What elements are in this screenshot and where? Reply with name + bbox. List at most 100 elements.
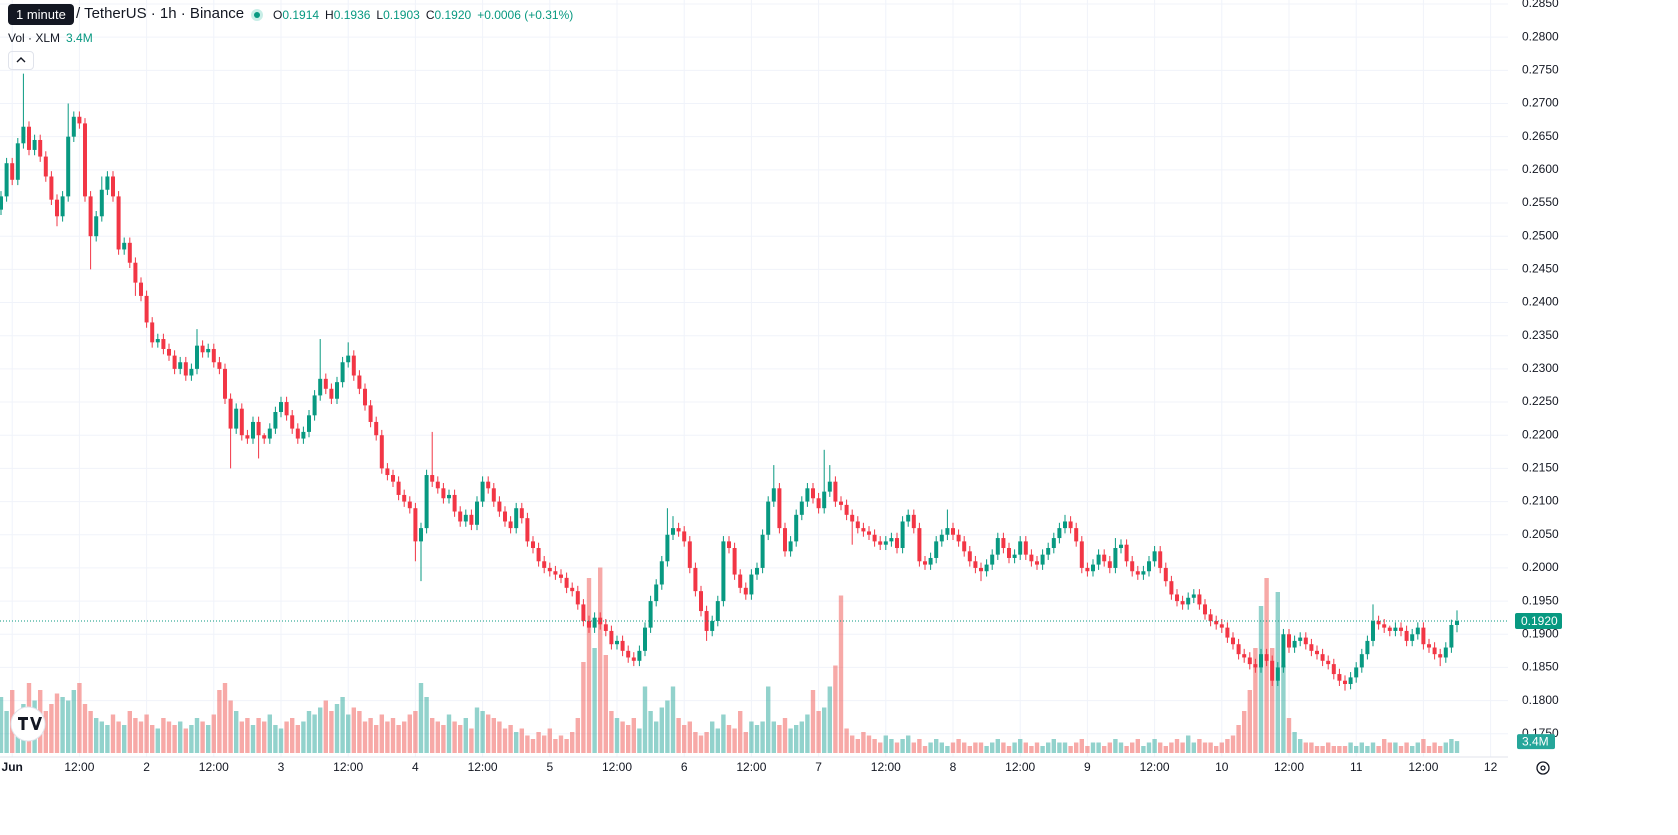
candle-body [312, 395, 317, 416]
candle-body [323, 378, 328, 389]
candle-body [1337, 674, 1342, 681]
candle-body [1259, 654, 1263, 668]
candle-body [206, 348, 211, 353]
candle-body [934, 541, 939, 558]
status-dot [251, 9, 263, 21]
volume-bar [1152, 739, 1157, 753]
volume-legend: Vol · XLM 3.4M [8, 31, 93, 45]
collapse-button[interactable] [8, 51, 34, 70]
volume-bar [239, 721, 244, 753]
volume-bar [88, 711, 93, 753]
volume-bar [228, 700, 233, 753]
candle-body [1051, 538, 1056, 549]
volume-bar [850, 735, 855, 753]
y-tick-label: 0.2550 [1522, 195, 1559, 209]
candle-body [1354, 667, 1359, 678]
y-tick-label: 0.1900 [1522, 626, 1559, 640]
y-tick-label: 0.2850 [1522, 0, 1559, 10]
ohlc-value: 0.1920 [434, 8, 472, 22]
candle-body [906, 514, 911, 522]
volume-bar [911, 742, 916, 753]
volume-bar [1051, 739, 1056, 753]
y-tick-label: 0.2100 [1522, 494, 1559, 508]
candle-body [1102, 554, 1107, 562]
volume-bar [1286, 718, 1292, 753]
volume-bar [1432, 742, 1437, 753]
volume-bar [138, 721, 144, 753]
y-tick-label: 0.2450 [1522, 262, 1559, 276]
y-tick-label: 0.2600 [1522, 162, 1559, 176]
volume-bar [161, 718, 166, 753]
candle-body [1231, 637, 1235, 645]
candle-body [676, 528, 681, 532]
volume-bar [43, 711, 48, 753]
volume-bar [934, 739, 939, 753]
y-tick-label: 0.1950 [1522, 593, 1559, 607]
x-tick-label: 12:00 [1140, 760, 1170, 774]
candle-body [441, 488, 446, 499]
x-tick-label: 7 [815, 760, 822, 774]
candle-body [1343, 680, 1347, 685]
candle-body [66, 136, 71, 197]
volume-bar [631, 718, 636, 753]
candle-body [721, 541, 726, 602]
volume-bar [878, 742, 883, 753]
volume-bar [362, 721, 368, 753]
candle-body [32, 139, 37, 150]
volume-bar [738, 711, 743, 753]
volume-bar [256, 718, 261, 753]
volume-bar [222, 683, 228, 753]
candle-body [1023, 541, 1028, 555]
candle-body [368, 405, 373, 422]
candle-body [659, 561, 664, 585]
volume-bar [301, 721, 306, 753]
candle-body [183, 362, 188, 376]
candle-body [189, 368, 194, 376]
volume-bar [1102, 746, 1107, 753]
volume-bar [54, 693, 60, 753]
ohlc-key: L [376, 8, 384, 22]
candle-body [1079, 541, 1084, 568]
candle-body [340, 362, 345, 383]
candle-body [1158, 551, 1163, 568]
x-tick-label: 4 [412, 760, 419, 774]
candle-body [749, 574, 754, 595]
volume-bar [833, 665, 838, 753]
volume-bar [1029, 746, 1034, 753]
volume-bar [1214, 746, 1219, 753]
candle-body [816, 498, 821, 509]
volume-bar [71, 690, 76, 753]
candle-body [777, 488, 782, 529]
volume-bar [1146, 742, 1152, 753]
volume-bar [922, 746, 928, 753]
candle-body [1208, 614, 1213, 621]
volume-bar [474, 707, 480, 753]
candle-body [945, 528, 950, 535]
volume-bar [766, 686, 771, 753]
volume-bar [1023, 742, 1028, 753]
volume-bar [1387, 742, 1392, 753]
volume-bar [306, 711, 312, 753]
volume-bar [715, 728, 720, 753]
volume-bar [771, 721, 776, 753]
candle-body [1091, 564, 1095, 572]
candle-body [402, 494, 407, 502]
candle-body [592, 617, 597, 628]
volume-bar [4, 711, 9, 753]
candle-body [1035, 561, 1039, 565]
candle-body [1163, 567, 1168, 582]
volume-bar [990, 742, 995, 753]
settings-button[interactable] [1536, 761, 1550, 775]
candle-body [1331, 664, 1336, 675]
candle-body [284, 402, 289, 416]
candle-body [4, 163, 9, 197]
volume-bar [166, 721, 172, 753]
candle-body [430, 475, 435, 482]
volume-bar [407, 714, 412, 753]
volume-bar [570, 732, 575, 753]
candle-body [396, 481, 401, 495]
candle-body [407, 501, 412, 509]
volume-bar [340, 697, 345, 753]
candle-body [217, 362, 222, 369]
candle-body [962, 541, 967, 552]
